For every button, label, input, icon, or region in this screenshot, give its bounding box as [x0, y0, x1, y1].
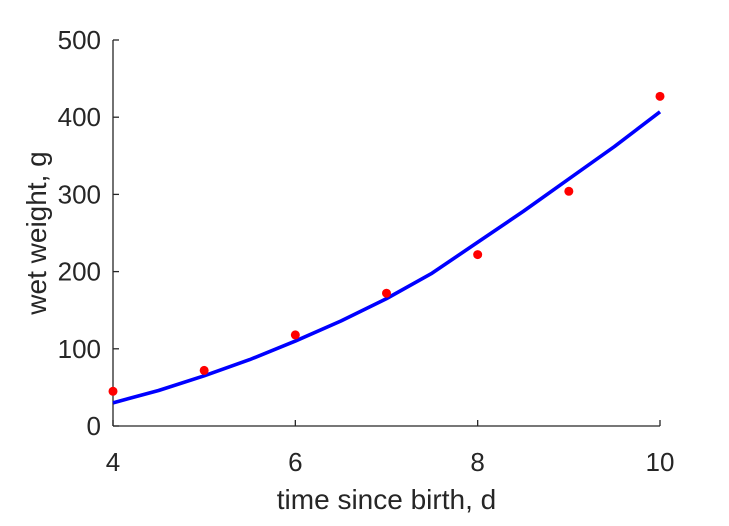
y-tick-label: 0 [87, 411, 101, 441]
y-ticks: 0 100 200 300 400 500 [58, 25, 119, 441]
y-tick-label: 400 [58, 102, 101, 132]
x-tick-label: 4 [106, 447, 120, 477]
x-tick-label: 6 [288, 447, 302, 477]
data-point [108, 386, 118, 396]
series [108, 91, 665, 405]
data-point [199, 365, 209, 375]
data-point [473, 250, 483, 260]
data-point [564, 186, 574, 196]
data-point [382, 288, 391, 298]
y-tick-label: 300 [58, 179, 101, 209]
x-axis-title: time since birth, d [277, 484, 496, 515]
x-tick-label: 10 [646, 447, 675, 477]
y-tick-label: 200 [58, 257, 101, 287]
data-point [655, 91, 665, 101]
fit-curve-line [112, 110, 662, 405]
y-tick-label: 500 [58, 25, 101, 55]
axes [112, 40, 660, 427]
y-tick-label: 100 [58, 334, 101, 364]
x-ticks: 4 6 8 10 [106, 420, 675, 477]
data-point [290, 330, 300, 340]
y-axis-title: wet weight, g [21, 151, 52, 315]
x-tick-label: 8 [470, 447, 484, 477]
